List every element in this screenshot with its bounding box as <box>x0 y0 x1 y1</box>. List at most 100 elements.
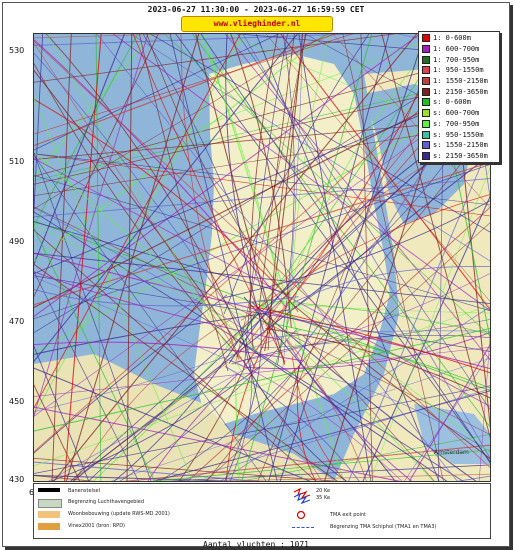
flight-track <box>199 34 292 353</box>
flight-track <box>34 207 264 342</box>
flight-track <box>235 372 240 481</box>
flight-track <box>46 34 305 481</box>
flight-track <box>164 34 490 336</box>
legend-item: 1: 700-950m <box>419 54 499 65</box>
legend-item: 1: 0-600m <box>419 33 499 44</box>
flight-track <box>34 52 261 358</box>
flight-track <box>34 227 155 481</box>
flight-track <box>294 343 434 481</box>
legend-label: s: 0-600m <box>433 98 471 107</box>
flight-track <box>34 294 228 454</box>
flight-track <box>205 222 490 481</box>
flight-track <box>34 474 244 481</box>
flight-track <box>34 229 317 481</box>
legend-label: 1: 1550-2150m <box>433 77 488 86</box>
flight-tracks <box>34 34 490 481</box>
flight-track <box>34 34 180 39</box>
page-title: 2023-06-27 11:30:00 - 2023-06-27 16:59:5… <box>147 5 365 14</box>
flight-track <box>298 34 372 481</box>
flight-track <box>34 263 338 481</box>
flight-track <box>45 34 256 369</box>
flight-track <box>34 345 90 481</box>
flight-track <box>88 103 490 481</box>
flight-track <box>230 338 252 481</box>
y-tick-510: 510 <box>9 157 25 166</box>
flight-track <box>34 97 193 481</box>
flight-track <box>381 34 490 439</box>
legend-swatch <box>422 45 430 54</box>
flight-track <box>34 304 490 467</box>
flight-track <box>34 155 267 481</box>
tma-exit-icon <box>296 510 306 520</box>
legend-swatch <box>422 151 430 160</box>
flight-track <box>249 34 279 350</box>
legend-swatch <box>422 141 430 150</box>
airport-boundary-swatch <box>38 499 62 508</box>
legend-swatch <box>422 109 430 118</box>
flight-track <box>187 206 490 481</box>
flight-track <box>203 34 345 481</box>
ke-contour-icon <box>293 488 311 504</box>
flight-track <box>34 34 328 210</box>
key-tma-exit: TMA exit point <box>330 512 367 518</box>
flight-track <box>265 327 490 399</box>
flight-track <box>149 34 490 233</box>
flight-track <box>293 266 490 303</box>
flight-track <box>268 34 390 481</box>
flight-track <box>34 474 95 481</box>
flight-track <box>244 34 288 367</box>
flight-track <box>303 372 490 453</box>
flight-track <box>267 34 306 351</box>
legend-item: s: 0-600m <box>419 97 499 108</box>
flight-track <box>34 80 490 185</box>
flight-track <box>265 330 490 339</box>
flight-track <box>249 305 490 374</box>
flight-track <box>332 34 490 208</box>
flight-track <box>225 34 490 361</box>
legend-label: s: 600-700m <box>433 109 480 118</box>
flight-track <box>34 288 299 307</box>
legend-swatch <box>422 87 430 96</box>
flight-track <box>95 34 102 481</box>
flight-track <box>150 449 490 481</box>
flight-track <box>191 34 490 428</box>
flight-track <box>34 347 490 397</box>
place-label: Amsterdam <box>434 449 469 456</box>
flight-track <box>260 320 490 389</box>
flight-track <box>257 34 442 481</box>
flight-track <box>158 367 297 481</box>
flight-track <box>34 309 290 355</box>
flight-track-map[interactable]: Amsterdam <box>33 33 491 482</box>
tma-boundary-swatch <box>292 527 314 528</box>
legend-item: s: 1550-2150m <box>419 140 499 151</box>
flight-track <box>34 34 354 135</box>
flight-track <box>224 200 490 299</box>
flight-track <box>242 34 490 459</box>
flight-track <box>200 34 490 464</box>
legend-item: s: 700-950m <box>419 119 499 130</box>
flight-track <box>291 356 347 481</box>
flight-track <box>240 434 490 481</box>
legend-swatch <box>422 55 430 64</box>
legend-label: s: 1550-2150m <box>433 141 488 150</box>
flight-track <box>146 34 299 313</box>
flight-track <box>34 123 490 197</box>
site-link[interactable]: www.vlieghinder.nl <box>181 16 333 32</box>
flight-track <box>251 302 477 481</box>
track-canvas: Amsterdam <box>34 34 490 481</box>
flight-track <box>34 34 244 416</box>
legend-swatch <box>422 130 430 139</box>
flight-track <box>152 390 490 481</box>
legend-swatch <box>422 66 430 75</box>
map-key: Banenstelsel Begrenzing Luchthavengebied… <box>33 483 491 539</box>
flight-track <box>34 34 153 178</box>
flight-track <box>34 34 421 317</box>
legend-swatch <box>422 119 430 128</box>
y-tick-490: 490 <box>9 237 25 246</box>
flight-track <box>34 34 241 409</box>
housing-swatch <box>38 511 60 518</box>
flight-track <box>369 166 490 481</box>
legend-item: s: 600-700m <box>419 108 499 119</box>
key-20ke: 20 Ke <box>316 488 331 494</box>
flight-track <box>34 157 490 407</box>
